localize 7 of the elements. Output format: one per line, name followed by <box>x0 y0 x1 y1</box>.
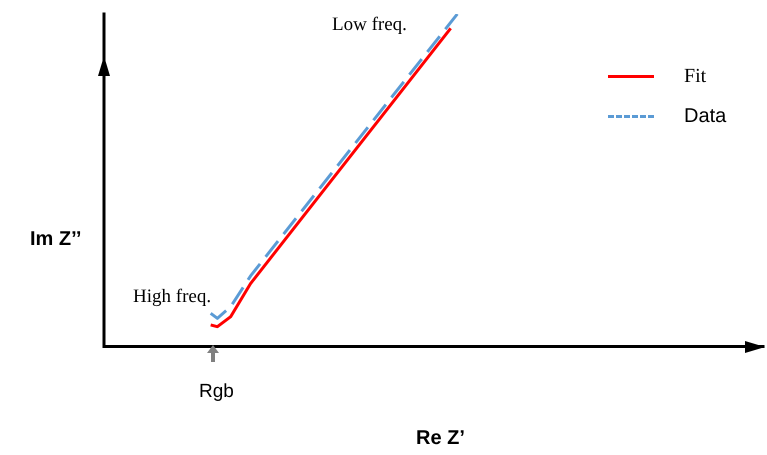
legend-label: Data <box>684 104 726 128</box>
text: Rgb <box>199 381 234 403</box>
annotation: Low freq. <box>332 14 407 36</box>
annotation: High freq. <box>133 286 212 308</box>
x-axis-title: Re Z’ <box>416 427 465 450</box>
y-axis-title: Im Z’’ <box>30 228 82 251</box>
legend-label: Fit <box>684 64 706 88</box>
